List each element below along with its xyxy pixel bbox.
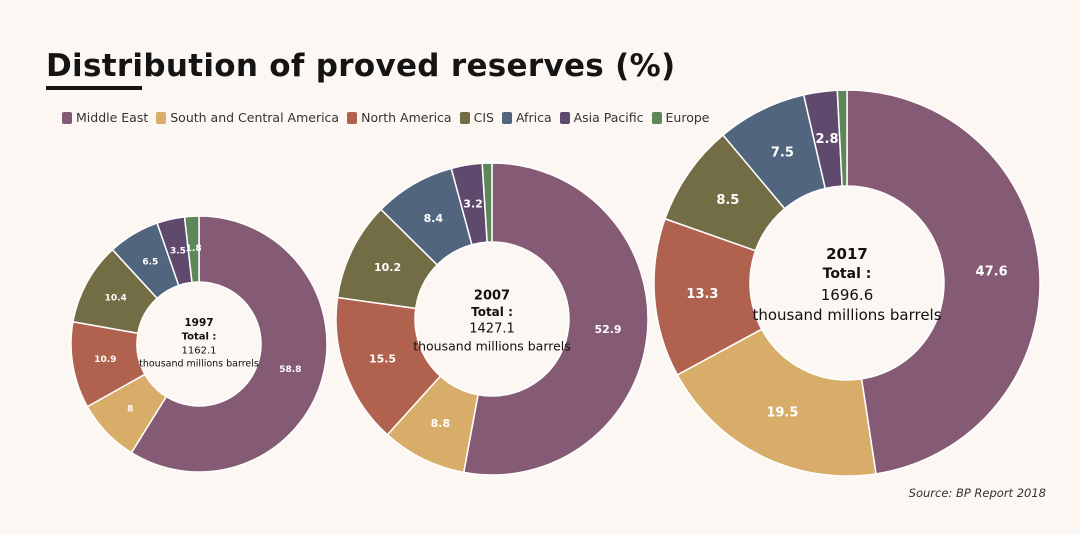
value-label-2007-cis: 10.2 [374, 261, 401, 274]
legend-item-asia-pacific: Asia Pacific [559, 110, 644, 125]
value-label-2007-north-america: 15.5 [369, 352, 396, 365]
slice-2017-south-and-central-america [676, 328, 877, 477]
legend: Middle East South and Central America No… [62, 110, 717, 125]
source-note: Source: BP Report 2018 [908, 486, 1046, 500]
value-label-2017-asia-pacific: 2.8 [816, 132, 839, 147]
slice-2007-europe [481, 162, 493, 243]
legend-swatch-south-central-america [156, 111, 167, 124]
legend-label-europe: Europe [665, 110, 710, 125]
legend-label-cis: CIS [473, 110, 494, 125]
value-label-1997-middle-east: 58.8 [279, 365, 301, 375]
legend-label-north-america: North America [361, 110, 452, 125]
donut-2017: 47.6 19.5 13.3 8.5 7.5 2.8 2017 Total : 1696.6 th… [653, 89, 1041, 477]
legend-swatch-europe [651, 111, 662, 124]
value-label-2007-middle-east: 52.9 [594, 323, 621, 336]
center-total-label-2017: Total : [823, 266, 872, 282]
slice-1997-europe [183, 215, 200, 284]
center-total-value-2007: 1427.1 [469, 322, 515, 337]
value-label-2017-south-and-central-america: 19.5 [766, 405, 798, 420]
value-label-1997-north-america: 10.9 [94, 355, 116, 365]
slice-2017-middle-east [846, 89, 1041, 475]
slice-1997-middle-east [130, 215, 328, 473]
center-year-2017: 2017 [826, 245, 868, 263]
center-year-2007: 2007 [474, 289, 510, 304]
center-total-label-2007: Total : [471, 305, 513, 319]
chart-title: Distribution of proved reserves (%) [46, 48, 676, 84]
center-total-value-1997: 1162.1 [182, 346, 217, 357]
legend-label-asia-pacific: Asia Pacific [573, 110, 644, 125]
legend-item-europe: Europe [651, 110, 710, 125]
title-underline [46, 86, 142, 90]
value-label-2007-africa: 8.4 [424, 212, 444, 225]
value-label-2017-africa: 7.5 [771, 146, 794, 161]
center-year-1997: 1997 [184, 317, 213, 329]
slice-2007-middle-east [462, 162, 649, 476]
legend-item-cis: CIS [459, 110, 494, 125]
legend-swatch-asia-pacific [559, 111, 570, 124]
value-label-1997-cis: 10.4 [105, 293, 127, 303]
value-label-1997-asia-pacific: 3.5 [170, 246, 186, 256]
legend-item-south-central-america: South and Central America [156, 110, 339, 125]
value-label-2017-middle-east: 47.6 [976, 265, 1008, 280]
legend-swatch-middle-east [62, 111, 72, 124]
center-total-unit-1997: thousand millions barrels [139, 359, 259, 370]
legend-item-middle-east: Middle East [62, 110, 148, 125]
center-total-unit-2017: thousand millions barrels [752, 306, 941, 324]
value-label-1997-europe: 1.8 [186, 244, 202, 254]
legend-label-africa: Africa [515, 110, 552, 125]
legend-item-north-america: North America [347, 110, 452, 125]
legend-item-africa: Africa [501, 110, 552, 125]
legend-swatch-africa [501, 111, 512, 124]
donut-1997: 58.8 8 10.9 10.4 6.5 3.5 1.8 1997 Total : 1162.1 t… [70, 215, 328, 473]
slice-2017-europe [836, 89, 848, 187]
value-label-1997-africa: 6.5 [142, 257, 158, 267]
legend-label-south-central-america: South and Central America [170, 110, 340, 125]
center-total-label-1997: Total : [182, 332, 217, 343]
legend-label-middle-east: Middle East [76, 110, 149, 125]
value-label-2017-north-america: 13.3 [686, 287, 718, 302]
legend-swatch-north-america [347, 111, 358, 124]
value-label-1997-south-and-central-america: 8 [127, 405, 133, 415]
value-label-2007-south-and-central-america: 8.8 [431, 417, 451, 430]
legend-swatch-cis [459, 111, 470, 124]
center-total-value-2017: 1696.6 [821, 286, 874, 304]
center-total-unit-2007: thousand millions barrels [413, 339, 571, 354]
value-label-2007-asia-pacific: 3.2 [463, 198, 483, 211]
value-label-2017-cis: 8.5 [716, 193, 739, 208]
